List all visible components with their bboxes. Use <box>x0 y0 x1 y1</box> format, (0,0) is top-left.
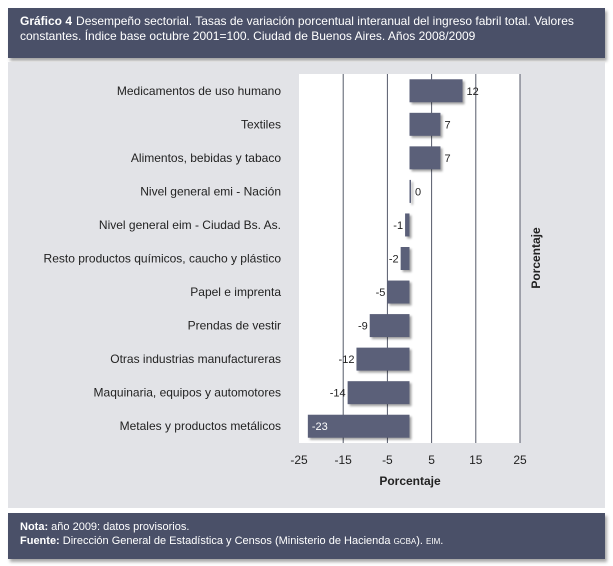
source-text-end: . <box>440 535 444 547</box>
data-label-1: 7 <box>444 119 450 131</box>
x-tick-label-2: -5 <box>382 453 393 467</box>
category-label-10: Metales y productos metálicos <box>120 419 281 433</box>
bar-3 <box>409 179 411 203</box>
source-text: Dirección General de Estadística y Censo… <box>62 535 391 547</box>
bar-2 <box>409 146 441 170</box>
y-axis-title: Porcentaje <box>529 227 543 289</box>
bar-9 <box>347 381 410 405</box>
category-label-3: Nivel general emi - Nación <box>140 184 281 198</box>
category-label-2: Alimentos, bebidas y tabaco <box>131 151 281 165</box>
chart-header: Gráfico 4 Desempeño sectorial. Tasas de v… <box>8 8 605 58</box>
data-label-5: -2 <box>389 254 399 266</box>
data-label-8: -12 <box>339 354 355 366</box>
source-abbrev-gcba: GCBA <box>393 537 417 546</box>
category-label-7: Prendas de vestir <box>188 319 281 333</box>
category-label-4: Nivel general eim - Ciudad Bs. As. <box>99 218 281 232</box>
data-label-7: -9 <box>358 321 368 333</box>
category-label-6: Papel e imprenta <box>190 285 281 299</box>
x-tick-label-5: 25 <box>513 453 527 467</box>
bar-4 <box>405 213 410 237</box>
x-tick-label-1: -15 <box>335 453 353 467</box>
data-label-3: 0 <box>415 186 421 198</box>
data-label-9: -14 <box>330 388 346 400</box>
source-text-mid: ). <box>416 535 423 547</box>
data-label-0: 12 <box>467 86 479 98</box>
x-tick-label-0: -25 <box>290 453 308 467</box>
x-tick-label-4: 15 <box>469 453 483 467</box>
x-tick-label-3: 5 <box>428 453 435 467</box>
category-label-9: Maquinaria, equipos y automotores <box>94 386 281 400</box>
source-line: Fuente: Dirección General de Estadística… <box>20 534 595 549</box>
bar-5 <box>400 247 410 270</box>
category-label-0: Medicamentos de uso humano <box>117 84 281 98</box>
note-label: Nota: <box>20 521 49 533</box>
category-label-1: Textiles <box>241 117 281 131</box>
chart-footer: Nota: año 2009: datos provisorios. Fuent… <box>8 513 605 559</box>
note-text: año 2009: datos provisorios. <box>51 521 190 533</box>
bar-7 <box>369 314 410 338</box>
data-label-4: -1 <box>393 220 403 232</box>
bar-1 <box>409 112 441 136</box>
note-line: Nota: año 2009: datos provisorios. <box>20 520 595 534</box>
source-abbrev-eim: EIM <box>426 537 441 546</box>
data-label-2: 7 <box>444 153 450 165</box>
bar-8 <box>356 347 410 371</box>
figure-number: Gráfico 4 <box>20 14 73 28</box>
source-label: Fuente: <box>20 535 60 547</box>
bar-10 <box>307 414 410 438</box>
x-axis-title: Porcentaje <box>379 474 441 488</box>
category-label-5: Resto productos químicos, caucho y plást… <box>44 252 282 266</box>
data-label-6: -5 <box>376 287 386 299</box>
data-label-10: -23 <box>312 421 328 433</box>
bar-0 <box>409 79 463 103</box>
category-label-8: Otras industrias manufactureras <box>110 352 281 366</box>
bar-6 <box>387 280 410 304</box>
chart-title: Desempeño sectorial. Tasas de variación … <box>20 14 574 43</box>
